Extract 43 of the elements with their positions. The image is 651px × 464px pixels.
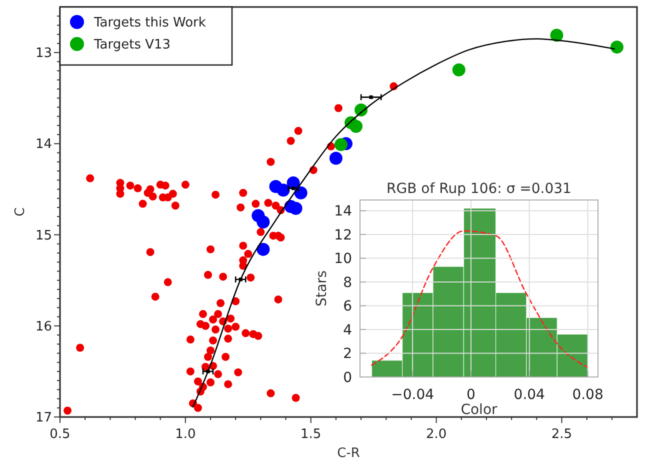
point (610, 40, 624, 54)
y-tick-label: 13 (35, 46, 52, 62)
y-tick-label: 14 (334, 204, 352, 220)
y-axis-title: C (13, 207, 28, 217)
point (289, 202, 302, 215)
y-tick-label: 4 (343, 322, 352, 338)
x-tick-label: 0.04 (514, 387, 546, 403)
y-tick-label: 15 (35, 228, 52, 244)
y-tick-label: 12 (334, 227, 352, 244)
point (452, 63, 466, 76)
point (292, 186, 296, 190)
point (276, 184, 290, 197)
y-tick-label: 2 (343, 346, 352, 362)
y-tick-label: 16 (35, 319, 52, 334)
x-tick-label: 0.08 (572, 387, 604, 403)
point (238, 278, 242, 282)
x-tick-label: 0 (466, 387, 476, 403)
x-tick-label: 2.5 (551, 427, 572, 442)
legend-label: Targets this Work (93, 16, 206, 31)
y-tick-label: 17 (35, 410, 52, 426)
point (350, 120, 363, 133)
point (369, 95, 373, 99)
x-axis-title: Color (460, 402, 498, 418)
point (329, 152, 342, 165)
point (256, 242, 270, 256)
chart-title: RGB of Rup 106: σ =0.031 (386, 181, 572, 197)
x-tick-label: 1.5 (300, 427, 322, 442)
x-tick-label: −0.04 (391, 387, 434, 403)
point (256, 216, 270, 229)
x-tick-label: 1.0 (175, 427, 196, 442)
point (206, 370, 210, 374)
x-tick-label: 0.5 (50, 427, 70, 442)
y-tick-label: 14 (35, 137, 52, 152)
y-tick-label: 0 (343, 370, 352, 386)
legend-label: Targets V13 (93, 38, 171, 53)
y-axis-title: Stars (314, 270, 330, 307)
point (334, 138, 348, 152)
y-tick-label: 8 (343, 274, 352, 291)
x-axis-title: C-R (337, 446, 360, 461)
x-tick-label: 2.0 (426, 427, 447, 442)
y-tick-label: 6 (343, 298, 352, 315)
point (550, 28, 564, 42)
y-tick-label: 10 (334, 251, 352, 268)
